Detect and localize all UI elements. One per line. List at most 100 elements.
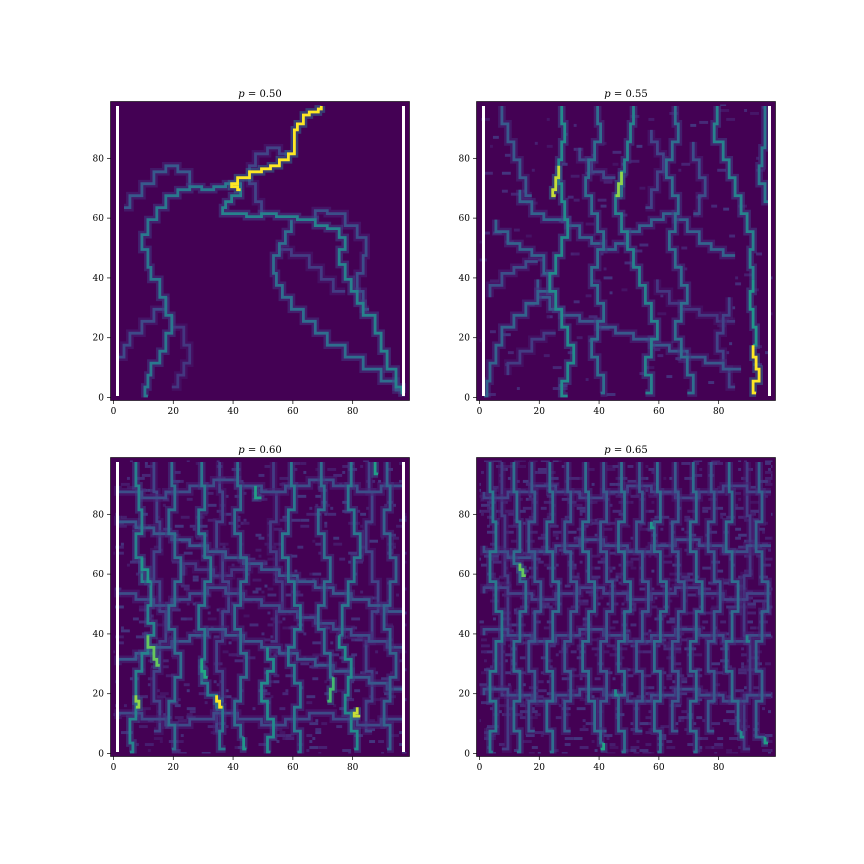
heatmap-cell — [696, 473, 703, 477]
heatmap-cell — [663, 644, 667, 648]
heatmap-cell — [732, 306, 736, 310]
heatmap-cell — [615, 572, 625, 576]
heatmap-cell — [612, 464, 619, 468]
heatmap-cell — [324, 680, 328, 684]
heatmap-cell — [300, 524, 310, 528]
heatmap-cell — [762, 707, 766, 711]
heatmap-cell — [588, 467, 595, 471]
heatmap-cell — [231, 638, 238, 642]
heatmap-cell — [393, 503, 397, 507]
title-equals: = — [245, 445, 260, 456]
heatmap-cell — [207, 503, 217, 507]
heatmap-cell — [396, 593, 400, 597]
heatmap-cell — [630, 746, 640, 749]
heatmap-cell — [354, 638, 364, 642]
heatmap-cell — [177, 719, 187, 723]
heatmap-cell — [489, 144, 493, 148]
heatmap-cell — [543, 602, 547, 606]
heatmap-cell — [354, 689, 361, 693]
heatmap-cell — [501, 171, 511, 175]
heatmap-cell — [579, 728, 589, 732]
heatmap-cell — [216, 608, 220, 612]
heatmap-cell — [606, 467, 616, 471]
y-tick-label: 60 — [93, 214, 105, 224]
heatmap-cell — [345, 635, 349, 639]
heatmap-cell — [768, 740, 774, 744]
heatmap-cell — [270, 650, 277, 654]
heatmap-cell — [324, 521, 328, 525]
path-line — [751, 345, 761, 395]
heatmap-cell — [735, 527, 742, 531]
heatmap-cell — [189, 710, 196, 714]
path-line — [614, 106, 659, 395]
heatmap-cell — [402, 551, 408, 555]
heatmap-cell — [555, 716, 562, 720]
heatmap-cell — [138, 725, 148, 729]
path-line — [327, 677, 335, 703]
heatmap-cell — [228, 653, 238, 657]
heatmap-cell — [594, 614, 598, 618]
heatmap-cell — [360, 512, 367, 516]
heatmap-cell — [492, 560, 502, 564]
heatmap-cell — [645, 476, 649, 480]
heatmap-cell — [264, 584, 268, 588]
heatmap-cell — [372, 698, 382, 702]
heatmap-cell — [528, 494, 532, 498]
heatmap-cell — [312, 737, 316, 741]
heatmap-cell — [486, 515, 490, 519]
heatmap-cell — [642, 752, 652, 755]
heatmap-cell — [273, 542, 283, 546]
title-equals: = — [611, 89, 626, 100]
heatmap-cell — [177, 533, 181, 537]
heatmap-cell — [684, 728, 688, 732]
heatmap-cell — [654, 348, 661, 352]
heatmap-cell — [522, 683, 526, 687]
heatmap-cell — [708, 381, 715, 385]
heatmap-cell — [549, 584, 553, 588]
heatmap-cell — [699, 120, 709, 124]
heatmap-cell — [561, 752, 568, 755]
heatmap-cell — [138, 620, 148, 624]
heatmap-cell — [666, 674, 673, 678]
heatmap-cell — [771, 536, 774, 540]
heatmap-cell — [609, 743, 616, 747]
heatmap-cell — [504, 659, 508, 663]
heatmap-cell — [627, 749, 637, 752]
heatmap-cell — [606, 521, 616, 525]
heatmap-cell — [741, 653, 748, 657]
heatmap-cell — [765, 461, 771, 465]
heatmap-cell — [351, 680, 355, 684]
heatmap-cell — [705, 746, 712, 749]
heatmap-cell — [234, 746, 238, 749]
heatmap-cell — [120, 731, 130, 735]
heatmap-cell — [663, 647, 673, 651]
heatmap-cell — [312, 641, 322, 645]
heatmap-cell — [204, 701, 208, 705]
heatmap-cell — [654, 554, 658, 558]
heatmap-cell — [138, 608, 148, 612]
heatmap-cell — [186, 689, 190, 693]
heatmap-cell — [492, 485, 499, 489]
x-tick-label: 60 — [653, 407, 665, 417]
heatmap-cell — [327, 467, 337, 471]
heatmap-cell — [687, 572, 694, 576]
heatmap-cell — [570, 650, 577, 654]
heatmap-cell — [381, 752, 385, 755]
heatmap-cell — [228, 641, 232, 645]
right-border-bar — [768, 106, 771, 396]
heatmap-cell — [684, 578, 694, 582]
heatmap-cell — [738, 746, 742, 749]
heatmap-cell — [738, 497, 742, 501]
heatmap-cell — [678, 360, 688, 364]
heatmap-cells — [118, 105, 406, 399]
heatmap-cell — [135, 476, 145, 480]
heatmap-cell — [489, 557, 499, 561]
heatmap-cell — [594, 533, 598, 537]
heatmap-cell — [567, 713, 571, 717]
heatmap-cell — [723, 207, 730, 211]
heatmap-cell — [243, 614, 250, 618]
heatmap-cell — [660, 641, 670, 645]
heatmap-cell — [648, 117, 655, 121]
heatmap-cell — [198, 512, 208, 516]
heatmap-cell — [396, 524, 405, 528]
